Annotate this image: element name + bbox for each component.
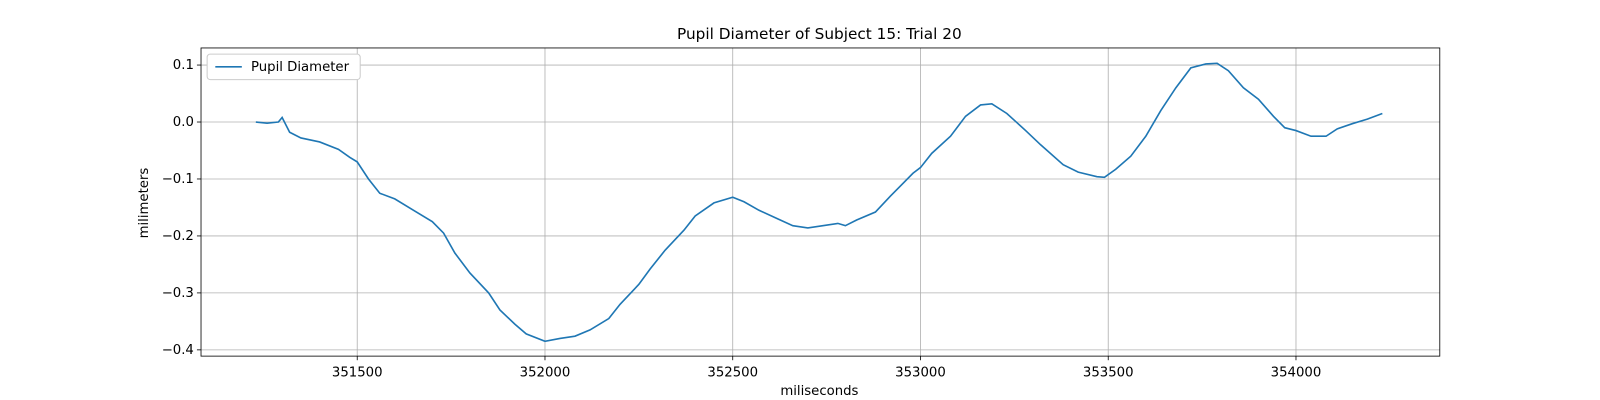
y-tick-label: −0.3 [162,286,194,301]
legend-box [206,53,361,81]
y-tick-label: −0.4 [162,343,194,358]
x-axis-label: miliseconds [780,384,858,399]
x-tick-label: 352000 [520,365,571,380]
x-tick-label: 352500 [707,365,758,380]
plot-frame [200,47,1441,357]
y-tick-label: −0.2 [162,229,194,244]
x-tick-label: 354000 [1271,365,1322,380]
data-line [255,62,1383,343]
x-tick-label: 353000 [895,365,946,380]
y-axis-label: milimeters [137,168,152,239]
x-tick-label: 351500 [332,365,383,380]
x-tick-label: 353500 [1083,365,1134,380]
legend-label: Pupil Diameter [251,60,350,75]
y-tick-label: 0.1 [173,58,194,73]
y-tick-label: 0.0 [173,115,194,130]
y-tick-label: −0.1 [162,172,194,187]
chart-title: Pupil Diameter of Subject 15: Trial 20 [677,25,962,43]
